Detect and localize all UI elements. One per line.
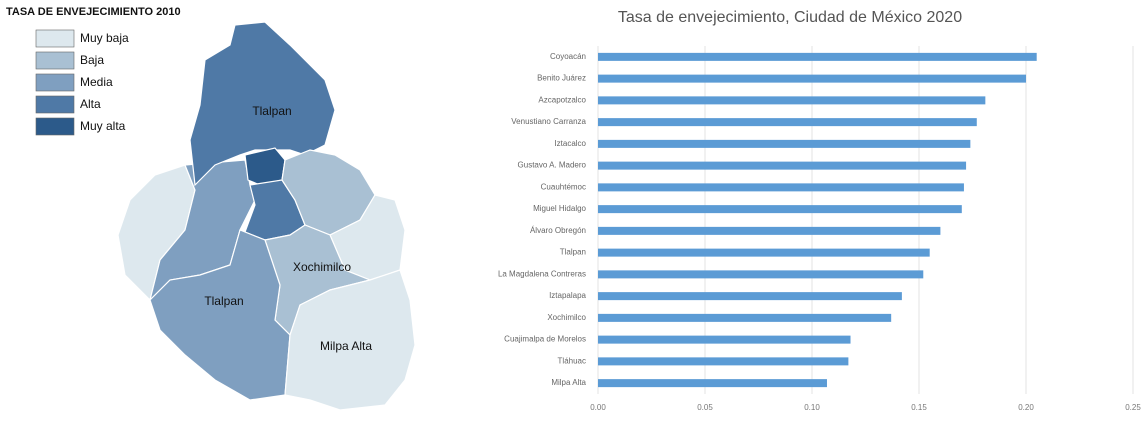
y-tick-label: Gustavo A. Madero: [518, 161, 587, 170]
y-tick-label: Tláhuac: [558, 356, 586, 365]
x-tick-label: 0.15: [911, 403, 927, 412]
bar: [598, 226, 941, 235]
y-tick-label: Xochimilco: [547, 313, 586, 322]
map-label: Xochimilco: [293, 260, 351, 274]
legend-swatch: [35, 117, 75, 136]
legend-label: Media: [80, 75, 113, 89]
y-tick-label: Cuajimalpa de Morelos: [504, 335, 586, 344]
legend-swatch: [35, 29, 75, 48]
y-tick-label: Coyoacán: [550, 52, 586, 61]
y-tick-label: Iztacalco: [554, 139, 586, 148]
y-tick-label: Álvaro Obregón: [530, 226, 586, 235]
bar: [598, 357, 849, 366]
bar: [598, 96, 986, 105]
y-tick-label: Benito Juárez: [537, 74, 586, 83]
y-tick-label: Milpa Alta: [551, 378, 586, 387]
bar: [598, 313, 892, 322]
legend-swatch: [35, 95, 75, 114]
y-tick-label: Venustiano Carranza: [511, 117, 586, 126]
map-label: Tlalpan: [252, 104, 291, 118]
bar: [598, 161, 967, 170]
bar: [598, 292, 902, 301]
legend-label: Baja: [80, 53, 104, 67]
y-tick-label: Cuauhtémoc: [541, 182, 586, 191]
region: [284, 269, 416, 411]
bar: [598, 118, 977, 127]
bar: [598, 248, 930, 257]
bar: [598, 139, 971, 148]
bar: [598, 270, 924, 279]
x-tick-label: 0.00: [590, 403, 606, 412]
bar: [598, 52, 1037, 61]
y-tick-label: La Magdalena Contreras: [498, 269, 586, 278]
bar: [598, 74, 1026, 83]
region: [189, 21, 336, 187]
x-tick-label: 0.20: [1018, 403, 1034, 412]
legend-label: Muy alta: [80, 119, 126, 133]
y-tick-label: Tlalpan: [560, 248, 586, 257]
bar: [598, 183, 964, 192]
y-tick-label: Azcapotzalco: [538, 95, 586, 104]
chart-title: Tasa de envejecimiento, Ciudad de México…: [618, 9, 962, 26]
x-tick-label: 0.05: [697, 403, 713, 412]
map-label: Tlalpan: [204, 294, 243, 308]
bar: [598, 205, 962, 214]
legend-label: Muy baja: [80, 31, 129, 45]
x-tick-label: 0.10: [804, 403, 820, 412]
legend-swatch: [35, 51, 75, 70]
map-label: Milpa Alta: [320, 339, 372, 353]
bar: [598, 379, 827, 388]
map-legend: Muy baja Baja Media Alta Muy alta: [35, 29, 129, 136]
y-tick-label: Miguel Hidalgo: [533, 204, 586, 213]
x-tick-label: 0.25: [1125, 403, 1141, 412]
y-tick-label: Iztapalapa: [549, 291, 586, 300]
map-title: TASA DE ENVEJECIMIENTO 2010: [6, 6, 181, 18]
bar: [598, 335, 851, 344]
legend-label: Alta: [80, 97, 101, 111]
region: [244, 147, 286, 186]
region: [149, 229, 291, 401]
map: [117, 21, 416, 411]
legend-swatch: [35, 73, 75, 92]
